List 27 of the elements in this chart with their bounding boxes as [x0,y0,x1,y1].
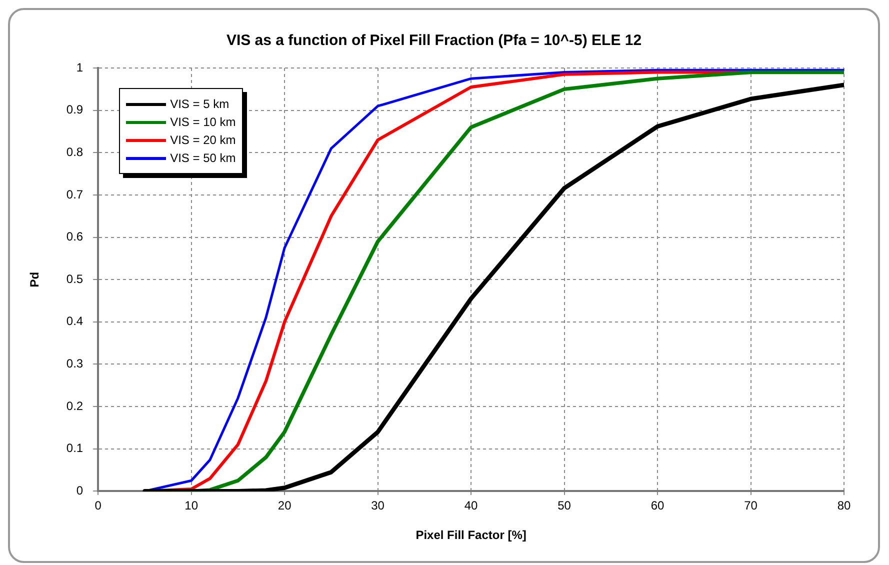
x-tick-label: 70 [744,498,758,513]
y-tick-label: 0.1 [66,441,84,456]
y-tick-label: 0.5 [66,272,84,286]
x-axis-title: Pixel Fill Factor [%] [416,528,526,542]
x-tick-label: 20 [278,498,292,513]
x-tick-label: 30 [371,498,385,513]
y-tick-label: 0.8 [66,144,84,159]
y-tick-label: 0.7 [66,187,84,202]
y-tick-label: 0.6 [66,230,84,244]
y-tick-label: 1 [76,60,84,74]
x-tick-label: 40 [464,498,478,513]
y-axis-title: Pd [28,272,42,288]
y-tick-label: 0.3 [66,356,84,371]
y-tick-label: 0 [76,484,84,498]
y-tick-label: 0.2 [66,398,84,413]
chart-title: VIS as a function of Pixel Fill Fraction (Pfa = 10^-5) ELE 12 [226,32,642,50]
x-tick-label: 0 [94,498,102,513]
x-tick-label: 60 [650,498,665,513]
x-tick-label: 10 [184,498,198,513]
y-tick-label: 0.9 [66,102,84,117]
legend-label: VIS = 20 km [170,133,236,147]
legend-label: VIS = 10 km [170,115,236,129]
x-tick-label: 50 [558,498,572,513]
x-tick-label: 80 [837,498,851,513]
legend-label: VIS = 50 km [170,151,236,165]
legend-label: VIS = 5 km [170,97,230,111]
y-tick-label: 0.4 [66,314,84,328]
